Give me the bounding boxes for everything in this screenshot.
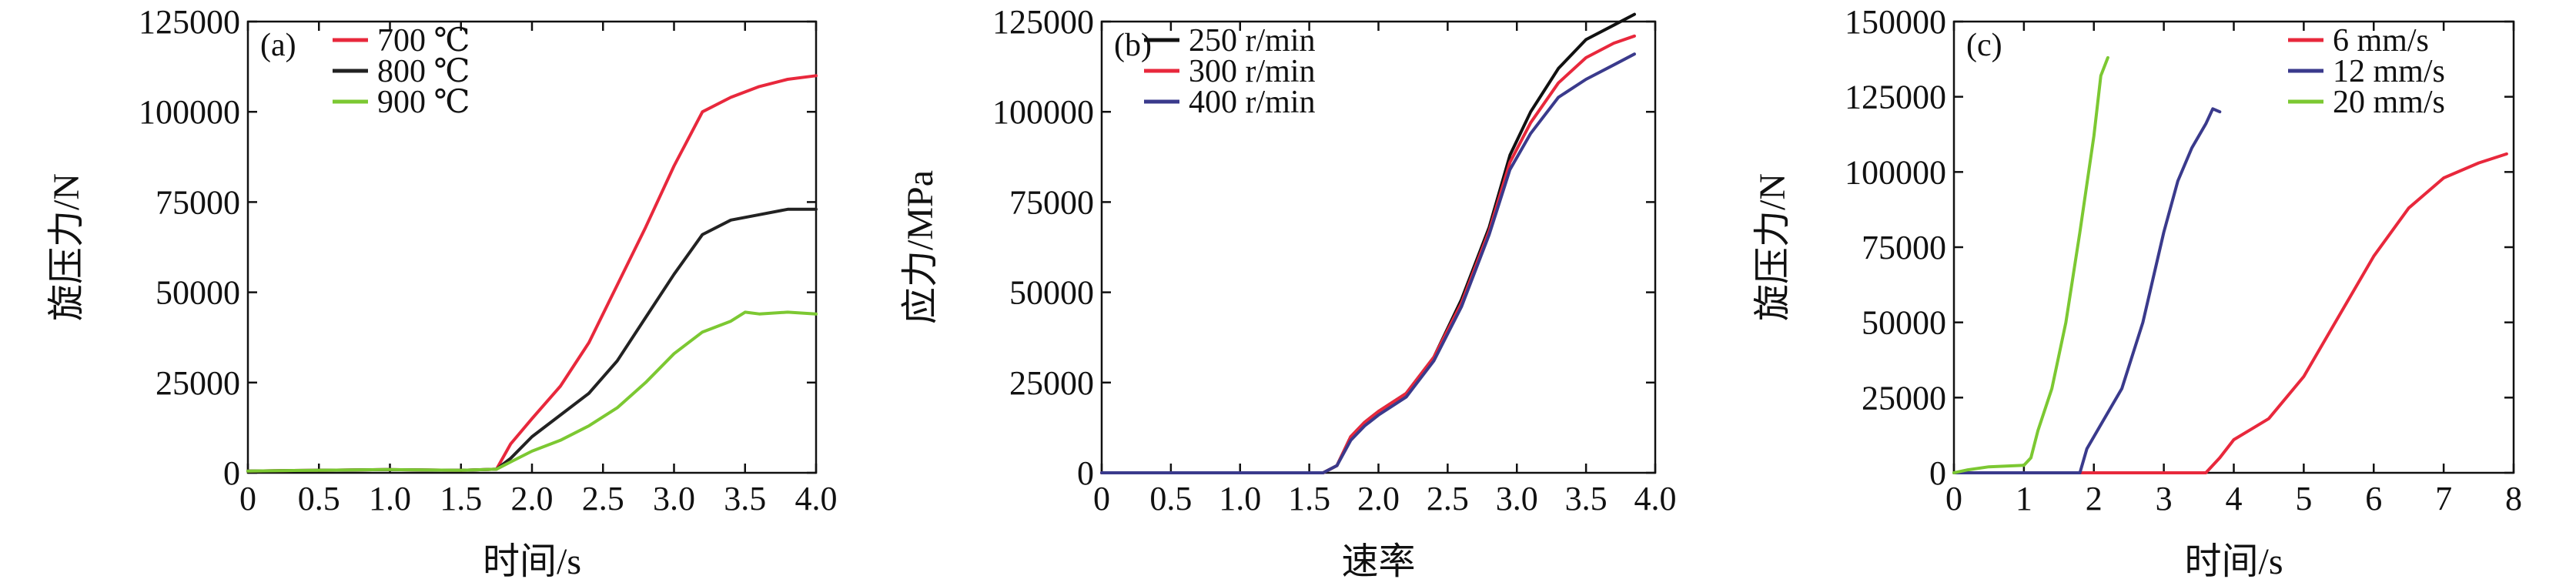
x-tick-label: 6 bbox=[2365, 480, 2382, 517]
y-tick-label: 75000 bbox=[1862, 229, 1946, 266]
plot-frame bbox=[246, 20, 818, 474]
y-tick-label: 25000 bbox=[1009, 364, 1094, 402]
series-line bbox=[1952, 152, 2508, 474]
legend-label: 20 mm/s bbox=[2333, 85, 2445, 120]
x-tick-label: 2 bbox=[2086, 480, 2103, 517]
x-tick-label: 1.0 bbox=[1219, 480, 1261, 517]
x-tick-label: 3.0 bbox=[653, 480, 695, 517]
y-axis-label: 旋压力/N bbox=[46, 173, 87, 321]
x-tick-label: 4 bbox=[2226, 480, 2243, 517]
x-tick-label: 2.0 bbox=[511, 480, 554, 517]
x-tick-label: 3 bbox=[2156, 480, 2173, 517]
chart-panel: 0 0.5 1.0 1.5 2.0 2.5 3.0 3.5 4.0 0 25000 50000 7500… bbox=[46, 3, 838, 582]
legend: 6 mm/s12 mm/s20 mm/s bbox=[2288, 23, 2445, 120]
y-tick-label: 0 bbox=[1077, 454, 1094, 492]
x-tick-label: 0 bbox=[239, 480, 256, 517]
x-tick-label: 7 bbox=[2435, 480, 2452, 517]
y-tick-label: 75000 bbox=[1009, 183, 1094, 221]
y-tick-label: 125000 bbox=[1845, 79, 1946, 116]
series-line bbox=[246, 310, 818, 473]
y-tick-label: 100000 bbox=[1845, 153, 1946, 191]
y-tick-label: 50000 bbox=[1009, 274, 1094, 312]
y-tick-label: 75000 bbox=[156, 183, 240, 221]
legend-label: 400 r/min bbox=[1189, 85, 1316, 120]
x-tick-label: 0 bbox=[1093, 480, 1110, 517]
y-tick-label: 100000 bbox=[139, 93, 240, 131]
y-tick-label: 150000 bbox=[1845, 3, 1946, 41]
y-tick-label: 125000 bbox=[139, 3, 240, 41]
legend-label: 12 mm/s bbox=[2333, 54, 2445, 89]
series-line bbox=[246, 74, 818, 473]
y-tick-label: 50000 bbox=[156, 274, 240, 312]
series-line bbox=[1952, 55, 2109, 474]
x-tick-label: 2.0 bbox=[1357, 480, 1400, 517]
x-axis-label: 速率 bbox=[1341, 541, 1415, 582]
y-tick-label: 100000 bbox=[992, 93, 1094, 131]
x-tick-label: 1.0 bbox=[369, 480, 411, 517]
x-tick-label: 3.5 bbox=[1565, 480, 1607, 517]
x-tick-label: 1 bbox=[2016, 480, 2032, 517]
legend-label: 800 ℃ bbox=[377, 54, 470, 89]
chart-panel: 0 1 2 3 4 5 6 7 8 0 25000 50000 75000 100000 125000 150… bbox=[1752, 3, 2522, 582]
x-tick-label: 3.0 bbox=[1496, 480, 1538, 517]
y-tick-label: 25000 bbox=[156, 364, 240, 402]
legend-label: 900 ℃ bbox=[377, 85, 470, 120]
series-line bbox=[246, 207, 818, 473]
y-tick-label: 50000 bbox=[1862, 304, 1946, 342]
y-tick-label: 0 bbox=[1929, 454, 1946, 492]
y-axis-label: 应力/MPa bbox=[900, 170, 941, 324]
x-tick-label: 2.5 bbox=[1427, 480, 1469, 517]
x-tick-label: 0 bbox=[1945, 480, 1962, 517]
x-tick-label: 0.5 bbox=[1149, 480, 1192, 517]
y-tick-label: 125000 bbox=[992, 3, 1094, 41]
panel-tag: (b) bbox=[1114, 28, 1152, 63]
y-axis-label: 旋压力/N bbox=[1752, 173, 1793, 321]
y-tick-label: 25000 bbox=[1862, 379, 1946, 417]
series-line bbox=[1952, 107, 2222, 474]
x-tick-label: 4.0 bbox=[1634, 480, 1677, 517]
x-tick-label: 2.5 bbox=[582, 480, 624, 517]
series-line bbox=[1100, 12, 1636, 474]
series-line bbox=[1100, 52, 1636, 474]
x-axis-label: 时间/s bbox=[483, 541, 581, 582]
x-tick-label: 1.5 bbox=[440, 480, 482, 517]
y-tick-label: 0 bbox=[223, 454, 240, 492]
legend-label: 300 r/min bbox=[1189, 54, 1316, 89]
x-tick-label: 5 bbox=[2295, 480, 2312, 517]
panel-tag: (c) bbox=[1966, 28, 2002, 63]
panel-tag: (a) bbox=[260, 28, 296, 63]
x-tick-label: 0.5 bbox=[298, 480, 340, 517]
x-tick-label: 1.5 bbox=[1288, 480, 1330, 517]
x-tick-label: 4.0 bbox=[795, 480, 838, 517]
legend-label: 700 ℃ bbox=[377, 23, 470, 59]
chart-panel: 0 0.5 1.0 1.5 2.0 2.5 3.0 3.5 4.0 0 25000 50000 7500… bbox=[900, 3, 1677, 582]
legend-label: 6 mm/s bbox=[2333, 23, 2429, 59]
x-axis-label: 时间/s bbox=[2184, 541, 2283, 582]
legend-label: 250 r/min bbox=[1189, 23, 1316, 59]
x-tick-label: 3.5 bbox=[724, 480, 766, 517]
x-tick-label: 8 bbox=[2505, 480, 2522, 517]
